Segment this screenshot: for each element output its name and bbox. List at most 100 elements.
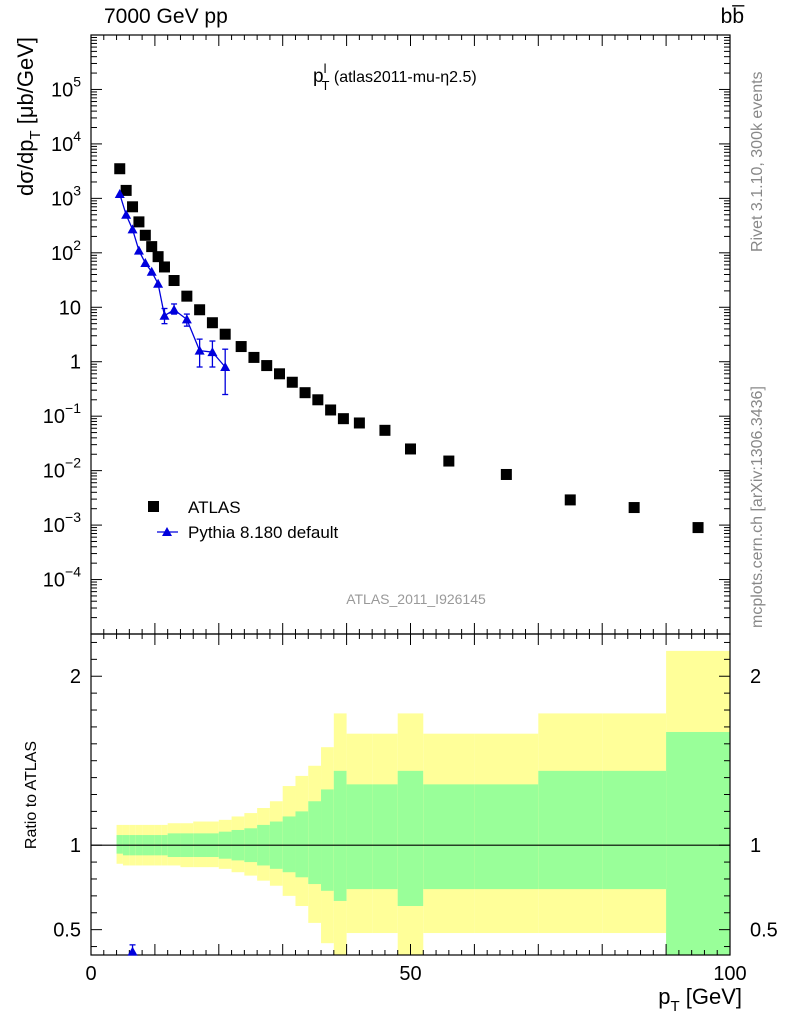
title-superscript: l [324, 61, 327, 76]
atlas-data-point [405, 443, 416, 455]
y-tick-label: 10−1 [43, 400, 81, 428]
y-tick-base: 10 [43, 461, 65, 483]
y-tick-label: 1 [70, 352, 81, 374]
ratio-y-axis-label: Ratio to ATLAS [23, 741, 40, 849]
pythia-data-point [146, 266, 157, 276]
atlas-data-point [168, 275, 180, 287]
ratio-tick-label-right: 1 [750, 835, 761, 857]
x-tick-label: 100 [713, 963, 746, 985]
x-label-main: p [658, 984, 670, 1009]
y-tick-base: 10 [59, 297, 81, 319]
atlas-data-point [286, 376, 298, 388]
atlas-data-point [206, 317, 218, 329]
atlas-data-point [194, 304, 206, 316]
y-tick-base: 10 [43, 406, 65, 428]
ratio-inner-band [116, 835, 123, 854]
atlas-data-point [692, 522, 704, 534]
y-tick-exponent: −4 [65, 564, 81, 580]
analysis-watermark: ATLAS_2011_I926145 [346, 591, 486, 607]
title-main: p [313, 66, 324, 87]
ratio-inner-band [397, 770, 424, 907]
ratio-tick-label-right: 2 [750, 666, 761, 688]
atlas-data-point [337, 413, 349, 425]
atlas-data-point [274, 368, 286, 380]
header-process: 7000 GeV pp [104, 5, 228, 28]
atlas-data-point [181, 290, 193, 302]
ratio-inner-band [308, 801, 322, 885]
ratio-inner-band [333, 770, 347, 901]
y-tick-base: 10 [51, 134, 73, 156]
y-label-post: [μb/GeV] [13, 37, 38, 130]
y-tick-label: 103 [51, 182, 81, 210]
x-label-rest: [GeV] [680, 984, 742, 1009]
y-tick-label: 105 [51, 73, 81, 101]
y-tick-exponent: 4 [73, 128, 81, 144]
title-rest: (atlas2011-mu-η2.5) [329, 69, 476, 86]
ratio-inner-band [295, 811, 309, 878]
ratio-inner-band [474, 784, 539, 890]
y-tick-label: 10−4 [43, 564, 81, 592]
pythia-data-point [169, 304, 180, 314]
atlas-data-point [299, 387, 311, 399]
ratio-tick-label-left: 2 [70, 666, 81, 688]
ratio-inner-band [321, 789, 334, 891]
atlas-data-point [235, 341, 247, 353]
atlas-data-point [443, 455, 455, 467]
y-tick-exponent: −2 [65, 455, 81, 471]
y-tick-label: 10 [59, 297, 81, 319]
pythia-data-point [121, 209, 132, 219]
x-axis-label: pT [GeV] [658, 984, 742, 1015]
atlas-data-point [248, 351, 260, 363]
y-tick-base: 1 [70, 352, 81, 374]
ratio-tick-label-left: 0.5 [53, 920, 81, 942]
y-tick-base: 10 [43, 570, 65, 592]
ratio-inner-band [372, 784, 398, 890]
ratio-inner-band [602, 770, 667, 890]
y-tick-exponent: −3 [65, 509, 81, 525]
y-tick-base: 10 [51, 243, 73, 265]
title-subscript: T [321, 78, 329, 93]
y-tick-label: 104 [51, 128, 81, 156]
ratio-data-point [127, 946, 138, 956]
legend-atlas-marker [148, 501, 159, 512]
atlas-data-point [120, 184, 132, 196]
chart-title: pl T (atlas2011-mu-η2.5) [313, 61, 477, 93]
y-tick-exponent: 2 [73, 237, 81, 253]
atlas-data-point [219, 328, 231, 340]
atlas-data-point [114, 163, 126, 175]
y-label-pre: dσ/dp [13, 140, 38, 196]
pythia-data-point [140, 258, 151, 268]
y-axis-label: dσ/dpT [μb/GeV] [13, 37, 44, 196]
y-tick-base: 10 [43, 515, 65, 537]
pythia-data-point [133, 245, 144, 255]
y-label-subscript: T [27, 130, 44, 139]
y-tick-label: 10−2 [43, 455, 81, 483]
pythia-data-point [207, 347, 218, 357]
pythia-data-point [194, 345, 205, 355]
atlas-data-point [353, 417, 365, 429]
ratio-tick-label-left: 1 [70, 835, 81, 857]
y-tick-label: 10−3 [43, 509, 81, 537]
ratio-inner-band [423, 784, 475, 890]
atlas-data-point [325, 404, 337, 416]
atlas-data-point [158, 261, 170, 273]
pythia-data-point [114, 189, 125, 199]
atlas-data-point [127, 201, 139, 213]
main-plot-frame [90, 34, 731, 635]
atlas-data-point [500, 468, 512, 480]
y-tick-exponent: 3 [73, 182, 81, 198]
y-tick-exponent: −1 [65, 400, 81, 416]
legend-atlas-label: ATLAS [188, 498, 241, 517]
x-tick-label: 50 [399, 963, 421, 985]
atlas-data-point [139, 229, 151, 241]
y-tick-base: 10 [51, 188, 73, 210]
y-tick-label: 102 [51, 237, 81, 265]
atlas-data-point [379, 424, 391, 436]
legend-pythia-label: Pythia 8.180 default [188, 523, 339, 542]
atlas-data-point [628, 502, 640, 514]
atlas-data-point [564, 494, 576, 506]
pythia-data-point [159, 310, 170, 320]
pythia-data-point [153, 278, 164, 288]
ratio-inner-band [346, 784, 373, 890]
